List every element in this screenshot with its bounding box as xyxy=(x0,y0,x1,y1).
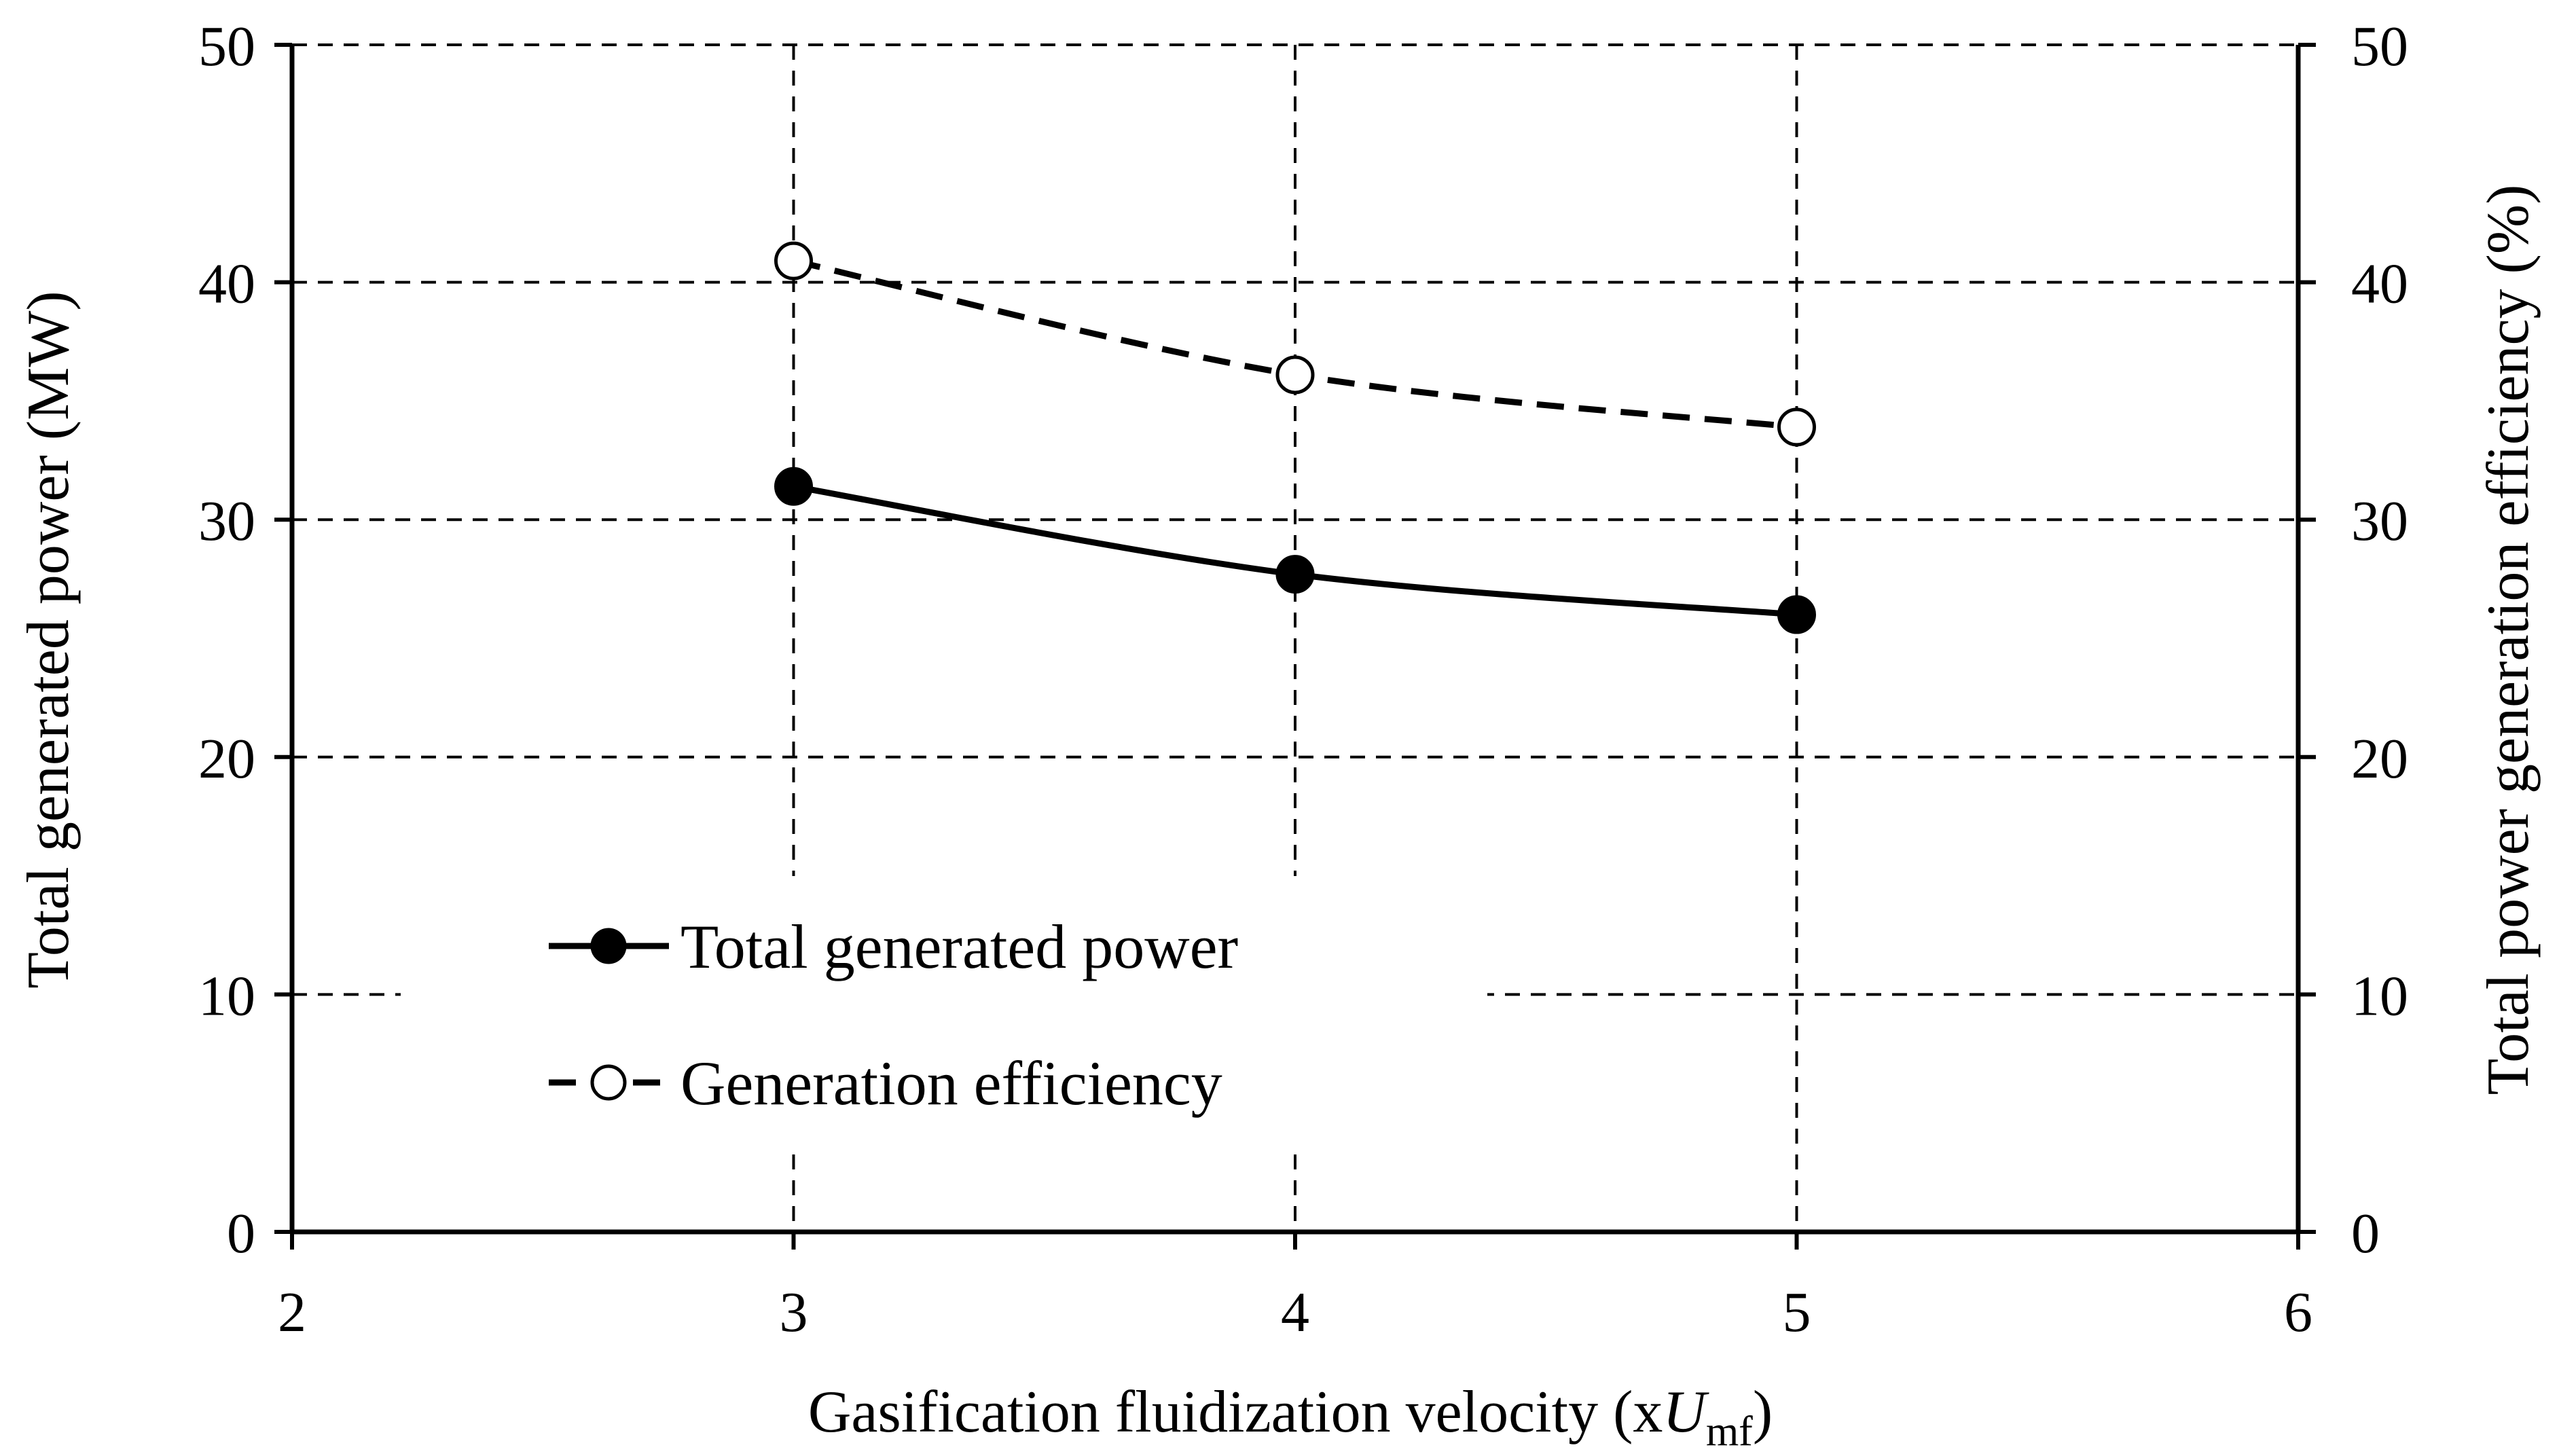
y-tick-label-4: 40 xyxy=(198,253,255,316)
series-0-point-0 xyxy=(774,467,813,506)
y-tick-label-5: 50 xyxy=(198,15,255,78)
series-0-point-2 xyxy=(1777,595,1816,634)
y-tick-label-3: 30 xyxy=(198,490,255,553)
y-axis-title: Total generated power (MW) xyxy=(16,291,81,988)
x-tick-label-3: 5 xyxy=(1783,1281,1811,1344)
x-axis-title: Gasification fluidization velocity (xUmf… xyxy=(808,1379,1773,1455)
y2-tick-label-4: 40 xyxy=(2351,253,2408,316)
axes xyxy=(274,43,2316,1250)
x-tick-label-1: 3 xyxy=(780,1281,808,1344)
x-tick-label-0: 2 xyxy=(278,1281,306,1344)
x-tick-label-4: 6 xyxy=(2284,1281,2312,1344)
y2-tick-label-3: 30 xyxy=(2351,490,2408,553)
series-0-point-1 xyxy=(1275,555,1315,594)
legend: Total generated power Generation efficie… xyxy=(401,876,1487,1154)
x-tick-label-2: 4 xyxy=(1281,1281,1309,1344)
y2-axis-title: Total power generation efficiency (%) xyxy=(2475,185,2541,1095)
y2-tick-label-2: 20 xyxy=(2351,727,2408,790)
y2-tick-label-5: 50 xyxy=(2351,15,2408,78)
y2-tick-label-1: 10 xyxy=(2351,964,2408,1027)
legend-marker-power xyxy=(590,928,627,964)
series-1-point-0 xyxy=(774,241,813,280)
y-tick-label-1: 10 xyxy=(198,964,255,1027)
legend-background xyxy=(401,876,1487,1154)
legend-marker-efficiency xyxy=(590,1064,627,1101)
y2-tick-label-0: 0 xyxy=(2351,1202,2380,1265)
y-tick-label-0: 0 xyxy=(227,1202,255,1265)
series-group xyxy=(774,241,1816,634)
series-1-point-2 xyxy=(1777,407,1816,447)
series-1-point-1 xyxy=(1275,355,1315,395)
legend-label-power: Total generated power xyxy=(680,912,1238,981)
y-tick-label-2: 20 xyxy=(198,727,255,790)
tick-labels: 0 10 20 30 40 50 0 10 20 30 40 50 2 3 4 5 6 xyxy=(198,15,2408,1344)
legend-label-efficiency: Generation efficiency xyxy=(680,1049,1222,1118)
